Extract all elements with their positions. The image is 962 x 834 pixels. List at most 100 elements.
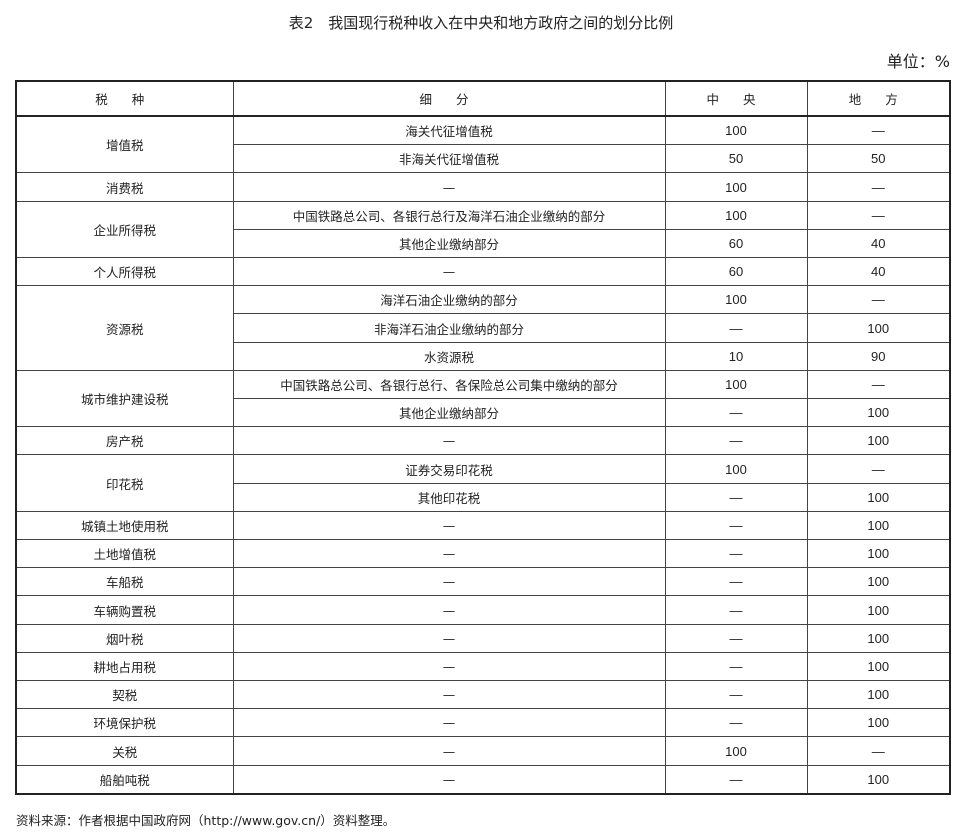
tax-type-cell: 资源税 <box>15 285 234 371</box>
header-row: 税 种 细 分 中 央 地 方 <box>15 80 951 117</box>
tax-type-cell: 耕地占用税 <box>15 651 234 682</box>
table-row: 契税 — —100 <box>15 680 951 710</box>
subcategory-cell: — <box>232 595 666 625</box>
tax-type-cell: 关税 <box>15 736 234 766</box>
local-share-cell: 100 <box>806 567 951 597</box>
subcategory-cell: — <box>232 172 666 202</box>
local-share-cell: 100 <box>806 708 951 738</box>
central-share-cell: 60 <box>664 257 808 287</box>
table-row: 城市维护建设税 中国铁路总公司、各银行总行、各保险总公司集中缴纳的部分 100— <box>15 369 951 428</box>
local-share-cell: — <box>806 454 951 484</box>
central-share-cell: 10 <box>664 341 808 371</box>
table-row: 水资源税 10 90 <box>16 341 951 371</box>
central-share-cell: — <box>664 595 808 625</box>
central-share-cell: — <box>664 539 808 569</box>
subcategory-cell: 中国铁路总公司、各银行总行及海洋石油企业缴纳的部分 <box>232 200 666 230</box>
tax-type-cell: 消费税 <box>15 172 234 202</box>
table-row: 非海关代征增值税 50 50 <box>16 144 951 174</box>
local-share-cell: 100 <box>806 595 951 625</box>
tax-type-cell: 车船税 <box>15 567 234 597</box>
local-share-cell: 50 <box>806 144 951 174</box>
table-row: 城镇土地使用税 — —100 <box>15 510 951 541</box>
local-share-cell: 90 <box>806 341 951 371</box>
subcategory-cell: 其他印花税 <box>232 482 666 512</box>
subcategory-cell: — <box>232 567 666 597</box>
subcategory-cell: 海关代征增值税 <box>232 115 666 146</box>
subcategory-cell: 非海洋石油企业缴纳的部分 <box>232 313 666 343</box>
local-share-cell: 100 <box>806 539 951 569</box>
tax-type-cell: 印花税 <box>15 454 234 512</box>
central-share-cell: 60 <box>664 228 808 259</box>
central-share-cell: — <box>664 708 808 738</box>
tax-type-cell: 车辆购置税 <box>15 595 234 625</box>
tax-type-cell: 城镇土地使用税 <box>15 510 234 541</box>
table-row: 非海洋石油企业缴纳的部分 —100 <box>16 313 951 343</box>
table-row: 增值税 海关代征增值税 100— <box>15 115 951 174</box>
tax-type-cell: 城市维护建设税 <box>15 369 234 428</box>
local-share-cell: — <box>806 200 951 230</box>
table-row: 关税 —100— <box>15 736 951 766</box>
table-row: 个人所得税 —60 40 <box>15 257 951 287</box>
central-share-cell: 100 <box>664 369 808 400</box>
local-share-cell: 40 <box>806 228 951 259</box>
local-share-cell: — <box>806 172 951 202</box>
header-tax-type: 税 种 <box>15 80 234 117</box>
subcategory-cell: — <box>232 257 666 287</box>
central-share-cell: 100 <box>664 736 808 766</box>
subcategory-cell: 证券交易印花税 <box>232 454 666 484</box>
central-share-cell: 50 <box>664 144 808 174</box>
unit-label: 单位：% <box>886 52 950 71</box>
central-share-cell: — <box>664 764 808 795</box>
table-title: 表2 我国现行税种收入在中央和地方政府之间的划分比例 <box>288 14 674 32</box>
tax-division-table: 税 种 细 分 中 央 地 方 增值税 海关代征增值税 100— 非海关代征增值税 50… <box>15 80 951 795</box>
tax-type-cell: 个人所得税 <box>15 257 234 287</box>
subcategory-cell: 中国铁路总公司、各银行总行、各保险总公司集中缴纳的部分 <box>232 369 666 400</box>
subcategory-cell: — <box>232 680 666 710</box>
table-row: 船舶吨税 — —100 <box>15 764 951 795</box>
central-share-cell: — <box>664 398 808 428</box>
subcategory-cell: — <box>232 708 666 738</box>
subcategory-cell: 非海关代征增值税 <box>232 144 666 174</box>
local-share-cell: 100 <box>806 680 951 710</box>
central-share-cell: — <box>664 426 808 456</box>
table-row: 其他企业缴纳部分 60 40 <box>16 228 951 259</box>
central-share-cell: 100 <box>664 454 808 484</box>
subcategory-cell: — <box>232 764 666 795</box>
local-share-cell: 100 <box>806 313 951 343</box>
central-share-cell: — <box>664 313 808 343</box>
local-share-cell: 100 <box>806 623 951 653</box>
header-central: 中 央 <box>664 80 808 117</box>
tax-type-cell: 土地增值税 <box>15 539 234 569</box>
local-share-cell: 100 <box>806 764 951 795</box>
table-row: 企业所得税 中国铁路总公司、各银行总行及海洋石油企业缴纳的部分 100— <box>15 200 951 259</box>
central-share-cell: — <box>664 567 808 597</box>
table-row: 车辆购置税 — —100 <box>15 595 951 625</box>
table-row: 烟叶税 — —100 <box>15 623 951 653</box>
tax-type-cell: 增值税 <box>15 115 234 174</box>
table-row: 其他企业缴纳部分 —100 <box>16 398 951 428</box>
table-row: 消费税 —100— <box>15 172 951 202</box>
table-body: 增值税 海关代征增值税 100— 非海关代征增值税 50 50 消费税 —100— 企业所得税中… <box>15 115 951 795</box>
local-share-cell: — <box>806 285 951 315</box>
header-subcategory: 细 分 <box>232 80 666 117</box>
local-share-cell: 100 <box>806 426 951 456</box>
table-row: 其他印花税 —100 <box>16 482 951 512</box>
central-share-cell: — <box>664 651 808 682</box>
subcategory-cell: — <box>232 651 666 682</box>
central-share-cell: 100 <box>664 172 808 202</box>
subcategory-cell: — <box>232 539 666 569</box>
central-share-cell: 100 <box>664 285 808 315</box>
tax-type-cell: 船舶吨税 <box>15 764 234 795</box>
local-share-cell: 100 <box>806 398 951 428</box>
central-share-cell: — <box>664 623 808 653</box>
tax-type-cell: 烟叶税 <box>15 623 234 653</box>
table-row: 资源税 海洋石油企业缴纳的部分 100— <box>15 285 951 371</box>
subcategory-cell: 其他企业缴纳部分 <box>232 228 666 259</box>
table-row: 车船税 — —100 <box>15 567 951 597</box>
central-share-cell: — <box>664 510 808 541</box>
tax-type-cell: 环境保护税 <box>15 708 234 738</box>
table-row: 房产税 — —100 <box>15 426 951 456</box>
table-row: 印花税 证券交易印花税 100— <box>15 454 951 512</box>
header-local: 地 方 <box>806 80 951 117</box>
source-note: 资料来源：作者根据中国政府网（http://www.gov.cn/）资料整理。 <box>16 813 396 828</box>
